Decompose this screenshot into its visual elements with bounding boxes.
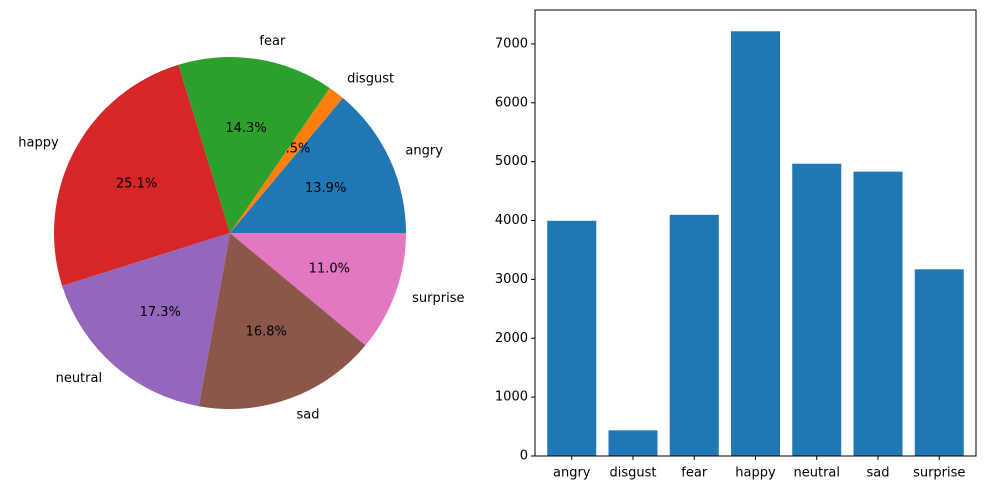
y-tick-label: 2000 <box>495 331 528 346</box>
x-tick-label-happy: happy <box>735 466 776 481</box>
pie-slice-sad <box>198 233 366 410</box>
bar-angry <box>547 220 597 456</box>
pie-label-happy: happy <box>18 135 59 150</box>
y-tick-label: 7000 <box>495 36 528 51</box>
pie-slice-neutral <box>62 233 230 407</box>
pie-pct-angry: 13.9% <box>305 181 346 196</box>
bar-fear <box>669 214 719 456</box>
bar-happy <box>731 31 780 456</box>
x-tick-label-angry: angry <box>553 466 591 481</box>
pie-slice-surprise <box>230 233 406 346</box>
y-tick-label: 6000 <box>495 95 528 110</box>
pie-pct-surprise: 11.0% <box>309 261 350 276</box>
x-tick-label-surprise: surprise <box>913 466 965 481</box>
plot-frame <box>534 9 977 457</box>
bar-sad <box>853 171 903 456</box>
y-tick-label: 1000 <box>495 390 528 405</box>
y-axis: 0 1000 2000 3000 4000 5000 6000 7000 <box>495 36 535 464</box>
pie-pct-happy: 25.1% <box>116 176 157 191</box>
y-tick-label: 3000 <box>495 272 528 287</box>
bar-neutral <box>792 163 842 456</box>
pie-slice-disgust <box>230 87 343 234</box>
y-tick-label: 5000 <box>495 154 528 169</box>
x-tick-label-disgust: disgust <box>610 466 657 481</box>
pie-pct-sad: 16.8% <box>246 325 287 340</box>
pie-slice-happy <box>54 64 230 286</box>
bar-series <box>547 31 964 456</box>
pie-label-surprise: surprise <box>412 291 464 306</box>
pie-pct-fear: 14.3% <box>225 121 266 136</box>
x-tick-label-neutral: neutral <box>794 466 841 481</box>
pie-label-neutral: neutral <box>56 371 103 386</box>
pie-chart: angry13.9%disgust1.5%fear14.3%happy25.1%… <box>18 34 464 422</box>
bar-disgust <box>608 430 658 456</box>
pie-label-fear: fear <box>259 34 286 49</box>
x-tick-label-fear: fear <box>681 466 708 481</box>
pie-label-disgust: disgust <box>347 71 394 86</box>
bar-surprise <box>914 269 964 456</box>
pie-pct-neutral: 17.3% <box>140 305 181 320</box>
y-tick-label: 0 <box>520 449 528 464</box>
x-axis: angry disgust fear happy neutral sad surprise <box>553 456 965 481</box>
pie-slice-fear <box>178 56 330 233</box>
pie-slice-angry <box>230 98 406 233</box>
pie-label-sad: sad <box>297 407 320 422</box>
x-tick-label-sad: sad <box>867 466 890 481</box>
y-tick-label: 4000 <box>495 213 528 228</box>
pie-label-angry: angry <box>405 144 443 159</box>
bar-chart: 0 1000 2000 3000 4000 5000 6000 7000 angry disgu… <box>495 9 977 481</box>
